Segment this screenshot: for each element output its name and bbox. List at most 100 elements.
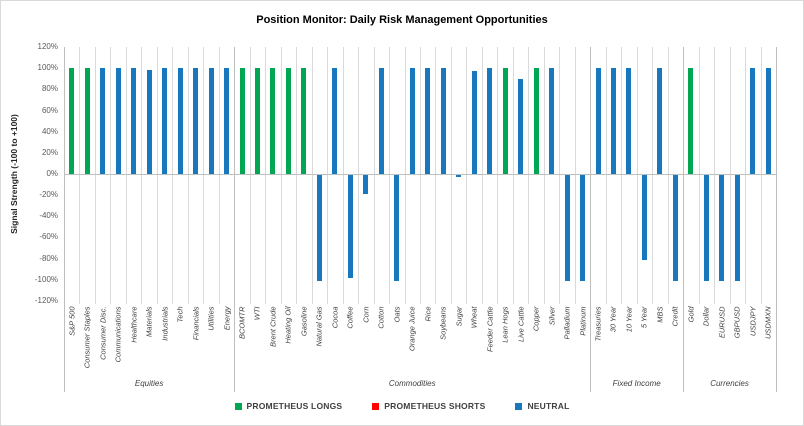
legend-item-prometheus-longs: PROMETHEUS LONGS (234, 401, 343, 411)
bar-live-cattle (518, 78, 524, 174)
category-gridline (265, 47, 267, 304)
category-label-wheat: Wheat (469, 306, 479, 328)
legend: PROMETHEUS LONGS PROMETHEUS SHORTS NEUTRAL (1, 401, 803, 411)
category-label-orange-juice: Orange Juice (407, 306, 417, 351)
bar-palladium (564, 175, 570, 281)
bar-lean-hogs (502, 68, 508, 174)
category-gridline (698, 47, 700, 304)
bar-wti (254, 68, 260, 174)
category-label-silver: Silver (547, 306, 557, 325)
bar-consumer-disc (100, 68, 106, 174)
y-tick-label: 80% (41, 84, 58, 94)
legend-label: PROMETHEUS SHORTS (384, 401, 486, 411)
category-label-credit: Credit (670, 306, 680, 327)
bar-gbpusd (734, 175, 740, 281)
y-tick-label: 100% (37, 63, 58, 73)
legend-swatch-neutral (515, 402, 523, 410)
bar-wheat (471, 71, 477, 174)
bar-communications (115, 68, 121, 174)
bar-consumer-staples (84, 68, 90, 174)
category-label-bcomtr: BCOMTR (237, 306, 247, 339)
category-label-dollar: Dollar (701, 306, 711, 326)
category-gridline (512, 47, 514, 304)
category-label-heating-oil: Heating Oil (283, 306, 293, 344)
y-tick-label: 0% (46, 169, 58, 178)
bar-silver (549, 68, 555, 174)
category-label-feeder-cattle: Feeder Cattle (485, 306, 495, 352)
category-label-corn: Corn (361, 306, 371, 323)
category-gridline (745, 47, 747, 304)
category-gridline (636, 47, 638, 304)
x-axis-line (64, 174, 776, 175)
bar-brent-crude (270, 68, 276, 174)
bar-cocoa (332, 68, 338, 174)
category-label-materials: Materials (144, 306, 154, 337)
y-tick-label: -80% (39, 253, 58, 263)
bar-copper (533, 68, 539, 174)
y-tick-label: -60% (39, 232, 58, 242)
category-gridline (342, 47, 344, 304)
bar-orange-juice (409, 68, 415, 174)
category-label-healthcare: Healthcare (129, 306, 139, 343)
category-label-cotton: Cotton (376, 306, 386, 329)
category-label-eurusd: EURUSD (717, 306, 727, 338)
category-label-natural-gas: Natural Gas (314, 306, 324, 347)
bar-energy (224, 68, 230, 174)
y-tick-label: -100% (34, 274, 58, 284)
legend-swatch-short (372, 402, 380, 410)
category-label-palladium: Palladium (562, 306, 572, 339)
axis-group-label-commodities: Commodities (388, 379, 436, 388)
group-divider (776, 47, 777, 392)
category-label-s-p-500: S&P 500 (67, 306, 77, 336)
category-gridline (605, 47, 607, 304)
legend-item-prometheus-shorts: PROMETHEUS SHORTS (372, 401, 485, 411)
category-gridline (497, 47, 499, 304)
group-divider (234, 47, 236, 392)
bar-natural-gas (316, 175, 322, 281)
category-label-30-year: 30 Year (608, 306, 618, 332)
y-tick-label: -40% (39, 211, 58, 221)
bar-tech (177, 68, 183, 174)
category-label-lean-hogs: Lean Hogs (500, 306, 510, 343)
category-gridline (110, 47, 112, 304)
category-gridline (559, 47, 561, 304)
category-label-mbs: MBS (655, 306, 665, 323)
category-gridline (543, 47, 545, 304)
legend-item-neutral: NEUTRAL (515, 401, 569, 411)
legend-label: NEUTRAL (527, 401, 570, 411)
category-gridline (280, 47, 282, 304)
bar-credit (672, 175, 678, 281)
y-tick-label: 60% (41, 105, 58, 115)
category-label-gasoline: Gasoline (299, 306, 309, 336)
category-gridline (714, 47, 716, 304)
category-gridline (574, 47, 576, 304)
chart-title: Position Monitor: Daily Risk Management … (256, 14, 548, 26)
bar-s-p-500 (69, 68, 75, 174)
category-gridline (249, 47, 251, 304)
axis-group-label-fixed-income: Fixed Income (612, 379, 661, 388)
legend-swatch-long (234, 402, 242, 410)
bar-soybeans (440, 68, 446, 174)
category-gridline (404, 47, 406, 304)
category-gridline (652, 47, 654, 304)
category-gridline (389, 47, 391, 304)
bar-bcomtr (239, 68, 245, 174)
category-label-cocoa: Cocoa (330, 306, 340, 328)
category-gridline (172, 47, 174, 304)
category-gridline (141, 47, 143, 304)
category-gridline (528, 47, 530, 304)
category-label-industrials: Industrials (160, 306, 170, 341)
bar-30-year (610, 68, 616, 174)
category-label-financials: Financials (191, 306, 201, 340)
category-gridline (218, 47, 220, 304)
bar-heating-oil (285, 68, 291, 174)
category-label-rice: Rice (423, 306, 433, 322)
bar-gold (688, 68, 694, 174)
bar-rice (425, 68, 431, 174)
bar-usdmxn (765, 68, 771, 174)
bar-platinum (580, 175, 586, 281)
category-label-treasuries: Treasuries (593, 306, 603, 341)
category-gridline (373, 47, 375, 304)
legend-label: PROMETHEUS LONGS (246, 401, 343, 411)
